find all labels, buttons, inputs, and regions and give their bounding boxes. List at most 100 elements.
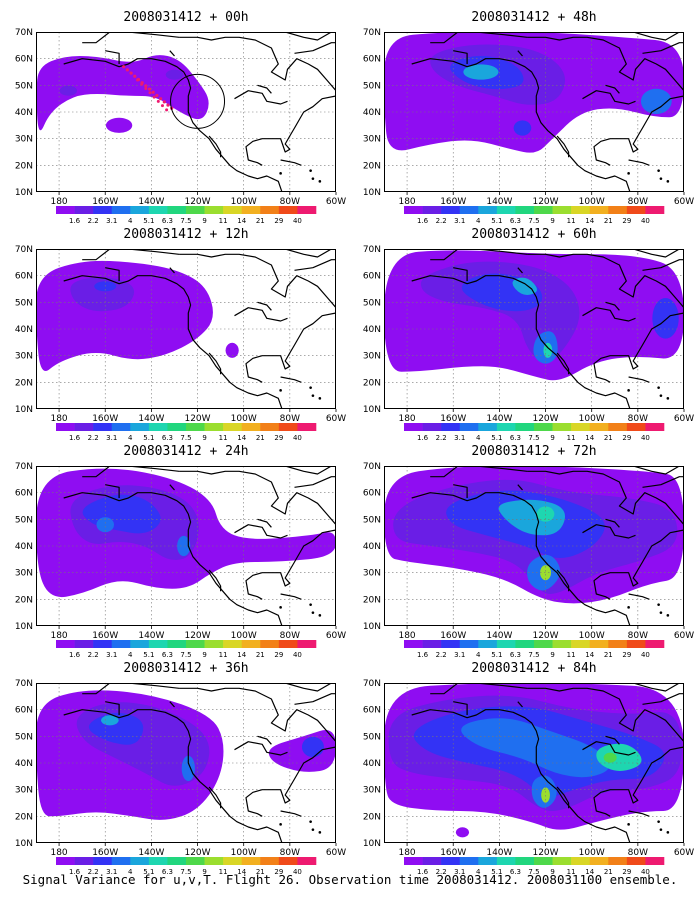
colorbar-level-label: 14 [237,217,246,225]
observation-point [166,103,170,107]
longitude-label: 100W [231,848,257,858]
longitude-label: 80W [628,631,648,641]
colorbar-level-label: 11 [567,868,576,876]
island [309,603,312,606]
latitude-label: 70N [363,679,381,689]
colorbar-swatch [223,423,243,431]
coastline [527,470,684,526]
longitude-label: 60W [674,414,694,424]
colorbar-swatch [626,423,646,431]
colorbar-level-label: 2.2 [436,868,447,876]
latitude-label: 30N [363,135,381,145]
colorbar-swatch [589,206,609,214]
coastline [63,58,283,192]
colorbar-swatch [278,423,298,431]
island [657,386,660,389]
colorbar-level-label: 6.3 [162,217,173,225]
coastline [556,569,570,592]
colorbar-swatch [478,206,498,214]
coastline [82,683,180,695]
coastline [208,352,222,375]
longitude-label: 160W [92,414,118,424]
longitude-label: 120W [184,848,210,858]
colorbar-level-label: 29 [622,651,631,659]
colorbar: 1.6 2.2 3.1 4 5.1 6.3 7.5 9 11 14 21 29 40 [404,857,665,876]
colorbar-level-label: 3.1 [106,434,117,442]
island [659,394,663,397]
longitude-label: 140W [138,631,164,641]
colorbar-level-label: 9 [202,651,206,659]
island [318,831,322,834]
island [318,180,322,183]
colorbar-level-label: 29 [274,434,283,442]
colorbar-swatch [496,640,516,648]
colorbar-swatch [515,206,535,214]
longitude-label: 80W [280,631,300,641]
coastline [517,484,523,491]
latitude-label: 30N [15,786,33,796]
colorbar-swatch [608,857,628,865]
colorbar-level-label: 21 [604,868,613,876]
colorbar-swatch [260,640,280,648]
longitude-label: 100W [579,631,605,641]
longitude-label: 80W [280,197,300,207]
colorbar-level-label: 14 [585,217,594,225]
latitude-label: 10N [363,622,381,632]
variance-contour-fill [36,55,209,131]
longitude-label: 140W [138,197,164,207]
map-plot: 70N 60N 50N 40N 30N 20N 10N 180 160W 140W 120W 100W… [15,245,346,424]
island [657,820,660,823]
latitude-label: 20N [15,378,33,388]
coastline [63,492,283,626]
colorbar-swatch [459,640,479,648]
island [318,614,322,617]
colorbar-swatch [111,206,131,214]
longitude-label: 180 [398,848,415,858]
colorbar-level-label: 14 [237,868,246,876]
coastline [614,683,680,692]
colorbar-swatch [404,857,423,865]
colorbar-level-label: 11 [219,217,228,225]
island [309,386,312,389]
coastline [453,484,468,498]
colorbar-level-label: 5.1 [143,434,154,442]
variance-contour-fill [652,298,679,339]
map-plot: 70N 60N 50N 40N 30N 20N 10N 180 160W 140W 120W 100W… [15,679,346,858]
colorbar: 1.6 2.2 3.1 4 5.1 6.3 7.5 9 11 14 21 29 40 [56,857,317,876]
colorbar-swatch [441,640,461,648]
island [311,394,315,397]
colorbar-swatch [93,423,113,431]
colorbar-swatch [204,640,224,648]
coastline [517,701,523,708]
island [627,389,630,392]
coastline [234,90,288,105]
variance-contour-fill [101,715,119,726]
coastline [245,529,336,600]
colorbar: 1.6 2.2 3.1 4 5.1 6.3 7.5 9 11 14 21 29 40 [56,640,317,659]
colorbar-swatch [186,423,205,431]
longitude-label: 120W [184,631,210,641]
observation-point [129,71,133,75]
variance-contour-fill [181,755,195,781]
colorbar-level-label: 1.6 [69,868,81,876]
colorbar-swatch [552,857,572,865]
colorbar-level-label: 7.5 [180,434,191,442]
coastline [628,593,650,600]
coastline [556,352,570,375]
longitude-label: 160W [440,631,466,641]
colorbar-swatch [93,640,113,648]
colorbar-level-label: 29 [274,868,283,876]
latitude-label: 60N [363,706,381,716]
colorbar-level-label: 4 [476,868,481,876]
coastline [280,593,302,600]
colorbar-swatch [478,857,498,865]
colorbar-swatch [241,206,261,214]
colorbar-swatch [260,857,280,865]
colorbar-level-label: 7.5 [528,651,539,659]
observation-point [122,65,126,69]
latitude-label: 30N [15,569,33,579]
coastline [642,693,684,705]
map-frame [384,249,684,409]
island [309,169,312,172]
colorbar-level-label: 29 [622,868,631,876]
